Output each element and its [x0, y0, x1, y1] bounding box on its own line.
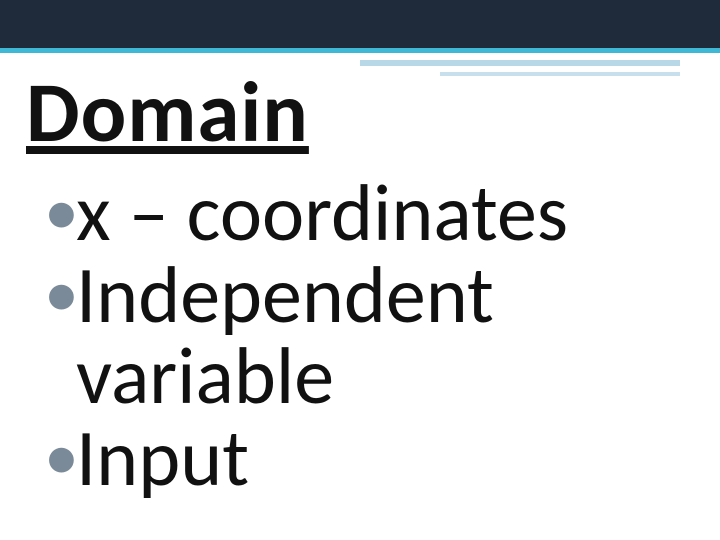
bullet-item: x – coordinates	[44, 173, 700, 255]
accent-line	[0, 48, 720, 53]
header-band	[0, 0, 720, 48]
slide-content: Domain x – coordinates Independent varia…	[26, 70, 700, 499]
accent-subline-1	[360, 60, 680, 66]
bullet-item: Independent variable	[44, 255, 700, 418]
bullet-list: x – coordinates Independent variable Inp…	[26, 173, 700, 499]
bullet-item: Input	[44, 418, 700, 500]
slide-title: Domain	[26, 70, 700, 155]
